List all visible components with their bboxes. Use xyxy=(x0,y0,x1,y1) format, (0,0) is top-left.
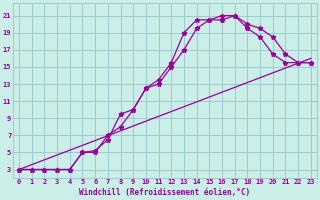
X-axis label: Windchill (Refroidissement éolien,°C): Windchill (Refroidissement éolien,°C) xyxy=(79,188,251,197)
